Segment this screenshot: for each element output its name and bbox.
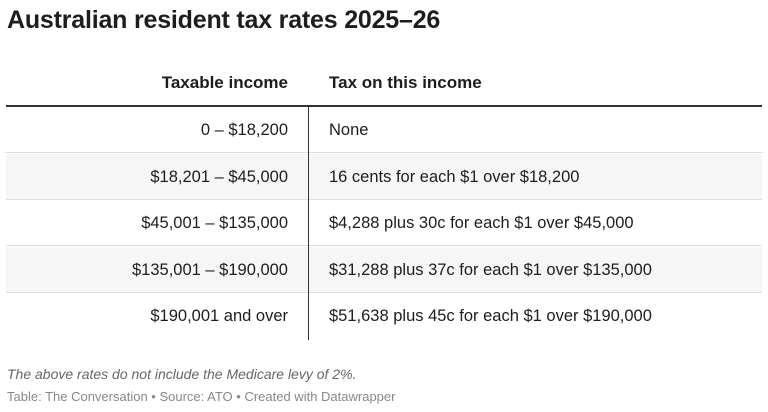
table-row: 0 – $18,200 None xyxy=(6,107,762,153)
table-cell: $31,288 plus 37c for each $1 over $135,0… xyxy=(329,260,652,279)
column-header: Tax on this income xyxy=(329,73,482,92)
table-cell: 16 cents for each $1 over $18,200 xyxy=(329,167,580,186)
footnote: The above rates do not include the Medic… xyxy=(7,366,357,382)
table-row: $190,001 and over $51,638 plus 45c for ea… xyxy=(6,293,762,339)
table-row: $18,201 – $45,000 16 cents for each $1 ov… xyxy=(6,153,762,200)
table-cell: $51,638 plus 45c for each $1 over $190,0… xyxy=(329,307,652,326)
table-cell: $190,001 and over xyxy=(150,307,288,326)
table-cell: $18,201 – $45,000 xyxy=(150,167,288,186)
table-cell: $45,001 – $135,000 xyxy=(141,214,288,233)
header-rule xyxy=(6,105,762,107)
table-cell: $4,288 plus 30c for each $1 over $45,000 xyxy=(329,214,634,233)
title: Australian resident tax rates 2025–26 xyxy=(7,6,441,34)
source: Table: The Conversation • Source: ATO • … xyxy=(7,389,396,404)
table-cell: None xyxy=(329,121,369,139)
table-cell: 0 – $18,200 xyxy=(200,121,288,139)
column-divider xyxy=(308,107,309,340)
column-header: Taxable income xyxy=(161,73,288,92)
table-cell: $135,001 – $190,000 xyxy=(132,260,288,279)
table-row: $45,001 – $135,000 $4,288 plus 30c for ea… xyxy=(6,200,762,247)
table-row: $135,001 – $190,000 $31,288 plus 37c for … xyxy=(6,246,762,293)
